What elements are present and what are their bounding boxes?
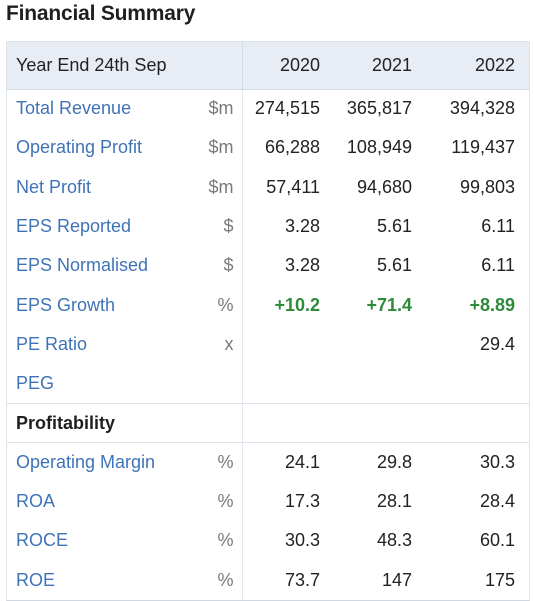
metric-link-eps-reported[interactable]: EPS Reported — [16, 216, 132, 237]
metric-link-roe[interactable]: ROE — [16, 569, 56, 590]
unit-cell: % — [192, 285, 243, 325]
unit-cell: $m — [192, 128, 243, 168]
table-row: Total Revenue $m 274,515 365,817 394,328 — [7, 89, 529, 129]
value-cell: 24.1 — [284, 452, 320, 473]
value-cell: 365,817 — [346, 98, 412, 119]
table-row: Operating Margin % 24.1 29.8 30.3 — [7, 442, 529, 482]
unit-cell: % — [192, 521, 243, 561]
value-cell — [334, 364, 426, 403]
metric-link-eps-growth[interactable]: EPS Growth — [16, 294, 116, 315]
metric-link-eps-normalised[interactable]: EPS Normalised — [16, 255, 149, 276]
value-cell: 5.61 — [376, 216, 412, 237]
value-cell: 99,803 — [459, 176, 515, 197]
value-cell: 57,411 — [266, 176, 320, 197]
page-title: Financial Summary — [6, 2, 196, 25]
table-row: ROA % 17.3 28.1 28.4 — [7, 481, 529, 522]
unit-cell: $ — [192, 206, 243, 247]
table-row: EPS Growth % +10.2 +71.4 +8.89 — [7, 285, 529, 325]
table-header-row: Year End 24th Sep 2020 2021 2022 — [7, 42, 529, 90]
value-cell: 5.61 — [376, 255, 412, 276]
metric-link-roa[interactable]: ROA — [16, 491, 56, 512]
section-header-row: Profitability — [7, 402, 529, 444]
value-cell: 30.3 — [479, 452, 515, 473]
metric-link-peg[interactable]: PEG — [16, 372, 55, 393]
value-cell: 6.11 — [481, 216, 515, 237]
value-cell — [426, 364, 529, 403]
value-cell: 28.1 — [376, 491, 412, 512]
value-cell — [426, 402, 529, 444]
value-cell: 66,288 — [264, 137, 320, 158]
value-cell: 73.7 — [284, 569, 320, 590]
value-cell: 48.3 — [376, 530, 412, 551]
year-header-2022: 2022 — [426, 42, 529, 90]
value-cell: 175 — [484, 569, 515, 590]
value-cell — [334, 325, 426, 364]
unit-cell: $m — [192, 89, 243, 129]
section-title-profitability: Profitability — [7, 402, 192, 444]
unit-cell: $m — [192, 167, 243, 207]
value-cell: 28.4 — [479, 491, 515, 512]
value-cell: 3.28 — [284, 255, 320, 276]
unit-cell: % — [192, 481, 243, 522]
value-cell: 274,515 — [254, 98, 320, 119]
value-cell: 119,437 — [451, 137, 515, 158]
table-row: ROE % 73.7 147 175 — [7, 560, 529, 600]
unit-column-header — [192, 42, 243, 90]
growth-value-cell: +8.89 — [469, 294, 515, 315]
metric-link-pe-ratio[interactable]: PE Ratio — [16, 333, 88, 354]
table-row: EPS Reported $ 3.28 5.61 6.11 — [7, 206, 529, 247]
year-header-2021: 2021 — [334, 42, 426, 90]
table-row: Net Profit $m 57,411 94,680 99,803 — [7, 167, 529, 207]
unit-cell — [192, 402, 243, 444]
value-cell: 60.1 — [479, 530, 515, 551]
unit-cell: % — [192, 560, 243, 600]
metric-link-total-revenue[interactable]: Total Revenue — [16, 98, 132, 119]
value-cell: 94,680 — [356, 176, 412, 197]
table-row: PE Ratio x 29.4 — [7, 324, 529, 365]
value-cell — [242, 364, 334, 403]
value-cell: 30.3 — [284, 530, 320, 551]
table-row: ROCE % 30.3 48.3 60.1 — [7, 521, 529, 561]
unit-cell — [192, 364, 243, 404]
value-cell: 29.4 — [479, 333, 515, 354]
value-cell: 108,949 — [346, 137, 412, 158]
financial-summary-table: Year End 24th Sep 2020 2021 2022 Total R… — [6, 41, 530, 601]
value-cell: 394,328 — [449, 98, 515, 119]
value-cell — [242, 402, 334, 444]
value-cell: 6.11 — [481, 255, 515, 276]
table-row: PEG — [7, 364, 529, 404]
unit-cell: % — [192, 442, 243, 482]
metric-link-operating-margin[interactable]: Operating Margin — [16, 452, 156, 473]
growth-value-cell: +71.4 — [366, 294, 412, 315]
metric-link-roce[interactable]: ROCE — [16, 530, 69, 551]
value-cell: 17.3 — [284, 491, 320, 512]
value-cell: 29.8 — [376, 452, 412, 473]
value-cell: 3.28 — [284, 216, 320, 237]
unit-cell: $ — [192, 246, 243, 286]
value-cell: 147 — [381, 569, 412, 590]
value-cell — [334, 402, 426, 444]
growth-value-cell: +10.2 — [274, 294, 320, 315]
table-row: EPS Normalised $ 3.28 5.61 6.11 — [7, 246, 529, 286]
value-cell — [242, 325, 334, 364]
metric-link-operating-profit[interactable]: Operating Profit — [16, 137, 143, 158]
year-header-2020: 2020 — [242, 42, 334, 90]
table-row: Operating Profit $m 66,288 108,949 119,4… — [7, 128, 529, 168]
unit-cell: x — [192, 324, 243, 365]
metric-link-net-profit[interactable]: Net Profit — [16, 176, 92, 197]
year-end-label: Year End 24th Sep — [7, 42, 192, 90]
